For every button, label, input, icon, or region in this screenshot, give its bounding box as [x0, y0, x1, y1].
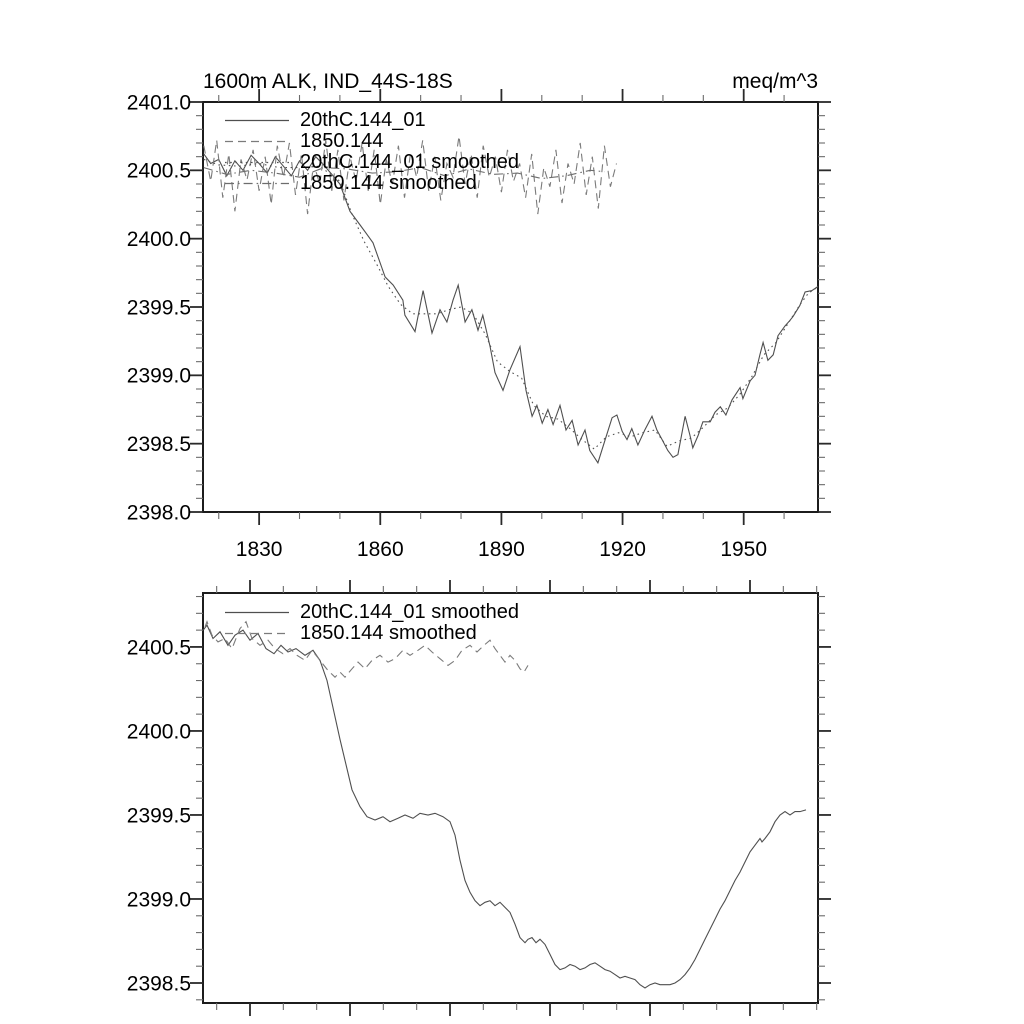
- x-tick-label: 1950: [720, 538, 767, 561]
- legend-label: 1850.144 smoothed: [300, 172, 477, 194]
- legend-line-dotted: [225, 161, 289, 164]
- y-tick-label: 2398.5: [127, 972, 191, 995]
- y-tick-label: 2400.5: [127, 636, 191, 659]
- y-tick-label: 2401.0: [127, 91, 191, 114]
- series-20thc-144-01-smoothed: [202, 624, 807, 989]
- chart-header: 1600m ALK, IND_44S-18S meq/m^3: [203, 70, 818, 94]
- units-label: meq/m^3: [732, 70, 818, 93]
- y-tick-label: 2398.5: [127, 433, 191, 456]
- y-tick-label: 2398.0: [127, 501, 191, 524]
- legend-label: 1850.144 smoothed: [300, 622, 477, 644]
- y-tick-label: 2400.5: [127, 160, 191, 183]
- legend-item: 1850.144 smoothed: [222, 173, 519, 194]
- bottom-chart-legend: 20thC.144_01 smoothed 1850.144 smoothed: [222, 602, 519, 644]
- series-20thc-144-01-smoothed: [203, 158, 817, 450]
- plot-frame: [202, 592, 819, 1004]
- y-tick-label: 2400.0: [127, 720, 191, 743]
- chart-title: 1600m ALK, IND_44S-18S: [203, 70, 453, 93]
- x-tick-label: 1830: [236, 538, 283, 561]
- x-tick-label: 1890: [478, 538, 525, 561]
- legend-label: 20thC.144_01: [300, 109, 426, 131]
- top-chart: 2401.0 2400.5 2400.0 2399.5 2399.0 2398.5 2398…: [127, 89, 831, 561]
- legend-label: 20thC.144_01 smoothed: [300, 151, 520, 173]
- legend-item: 1850.144: [222, 131, 519, 152]
- series-1850-144: [203, 136, 618, 215]
- legend-line-dashed: [225, 632, 289, 635]
- series-1850-144-smoothed: [203, 167, 605, 180]
- y-tick-label: 2399.5: [127, 296, 191, 319]
- legend-line-dashed: [225, 140, 289, 143]
- series-20thc-144-01: [203, 153, 819, 465]
- legend-label: 20thC.144_01 smoothed: [300, 601, 520, 623]
- y-tick-label: 2399.5: [127, 804, 191, 827]
- top-chart-legend: 20thC.144_01 1850.144 20thC.144_01 smoot…: [222, 110, 519, 194]
- series-1850-144-smoothed: [204, 620, 529, 679]
- y-tick-label: 2399.0: [127, 888, 191, 911]
- y-tick-label: 2400.0: [127, 228, 191, 251]
- x-tick-label: 1860: [357, 538, 404, 561]
- legend-item: 20thC.144_01 smoothed: [222, 152, 519, 173]
- x-tick-label: 1920: [599, 538, 646, 561]
- legend-label: 1850.144: [300, 130, 384, 152]
- legend-item: 20thC.144_01: [222, 110, 519, 131]
- legend-line-solid: [225, 611, 289, 614]
- legend-item: 1850.144 smoothed: [222, 623, 519, 644]
- legend-item: 20thC.144_01 smoothed: [222, 602, 519, 623]
- legend-line-dashdot: [225, 182, 289, 185]
- bottom-chart: 2400.5 2400.0 2399.5 2399.0 2398.5: [127, 580, 831, 1016]
- legend-line-solid: [225, 119, 289, 122]
- y-tick-label: 2399.0: [127, 365, 191, 388]
